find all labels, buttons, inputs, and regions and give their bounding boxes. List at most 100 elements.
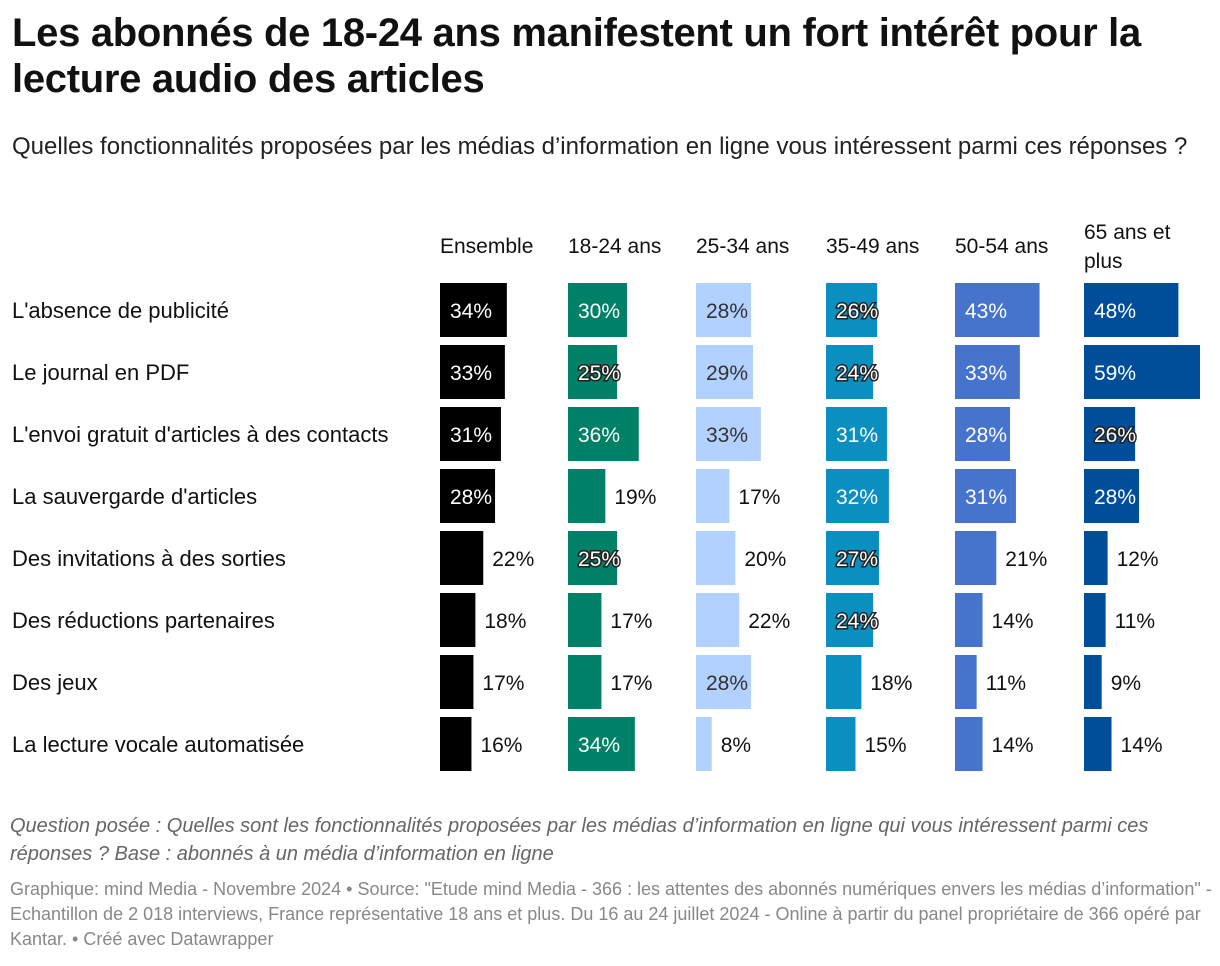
bar-value-label: 16% <box>480 734 522 757</box>
bar <box>696 469 730 523</box>
bar-value-label: 59% <box>1094 362 1136 385</box>
bar <box>440 717 472 771</box>
bar <box>440 283 507 337</box>
bar <box>1084 531 1108 585</box>
bar <box>568 407 639 461</box>
bar-value-label: 25% <box>578 362 620 385</box>
bar <box>568 531 618 585</box>
bar <box>826 531 880 585</box>
chart-title: Les abonnés de 18-24 ans manifestent un … <box>12 11 1141 101</box>
column-header: 50-54 ans <box>955 235 1048 258</box>
bar-value-label: 32% <box>836 486 878 509</box>
bar <box>440 655 474 709</box>
bar <box>826 717 856 771</box>
bar <box>826 655 862 709</box>
bar <box>696 655 752 709</box>
bar-value-label: 18% <box>484 610 526 633</box>
bar-value-label: 26% <box>1094 424 1136 447</box>
bar <box>696 717 712 771</box>
column-header: 25-34 ans <box>696 235 789 258</box>
bar-value-label: 48% <box>1094 300 1136 323</box>
bar-value-label: 22% <box>492 548 534 571</box>
bar <box>696 407 761 461</box>
bar-value-label: 33% <box>706 424 748 447</box>
bar-value-label: 24% <box>836 610 878 633</box>
bar <box>440 345 505 399</box>
bar-value-label: 34% <box>450 300 492 323</box>
bar <box>955 407 1011 461</box>
bar <box>1084 345 1200 399</box>
bar-chart: L'absence de publicité Le journal en PDF L… <box>12 221 1200 771</box>
bar <box>440 531 484 585</box>
bar <box>955 717 983 771</box>
bar-value-label: 28% <box>450 486 492 509</box>
bar <box>1084 407 1136 461</box>
bar <box>826 469 889 523</box>
bar-value-label: 28% <box>1094 486 1136 509</box>
bar-value-label: 31% <box>450 424 492 447</box>
bar-value-label: 15% <box>864 734 906 757</box>
bar <box>696 345 754 399</box>
bar-value-label: 17% <box>738 486 780 509</box>
row-label: Des invitations à des sorties <box>12 546 286 571</box>
bar-value-label: 14% <box>992 610 1034 633</box>
bar-value-label: 19% <box>614 486 656 509</box>
row-label: Le journal en PDF <box>12 360 189 385</box>
bar <box>568 469 606 523</box>
chart-notes: Question posée : Quelles sont les foncti… <box>10 815 1149 865</box>
bar-value-label: 17% <box>610 672 652 695</box>
column-header: Ensemble <box>440 235 533 258</box>
bar-value-label: 25% <box>578 548 620 571</box>
bar-value-label: 33% <box>450 362 492 385</box>
bar-value-label: 14% <box>1121 734 1163 757</box>
bar-value-label: 33% <box>965 362 1007 385</box>
row-label: La lecture vocale automatisée <box>12 732 304 757</box>
bar-value-label: 31% <box>965 486 1007 509</box>
bar <box>696 593 740 647</box>
bar-value-label: 18% <box>870 672 912 695</box>
bar <box>1084 593 1106 647</box>
bar <box>955 345 1020 399</box>
bar <box>568 283 627 337</box>
bar <box>568 345 618 399</box>
bar-value-label: 30% <box>578 300 620 323</box>
row-label: L'envoi gratuit d'articles à des contact… <box>12 422 389 447</box>
bar <box>440 593 476 647</box>
bar-value-label: 28% <box>706 672 748 695</box>
bar-value-label: 14% <box>992 734 1034 757</box>
bar <box>1084 469 1140 523</box>
bar-value-label: 28% <box>706 300 748 323</box>
bar <box>826 283 878 337</box>
column-header: 65 ans et plus <box>1084 221 1171 273</box>
bar <box>696 531 736 585</box>
bar <box>440 469 496 523</box>
bar <box>568 717 635 771</box>
bar-value-label: 34% <box>578 734 620 757</box>
bar-value-label: 9% <box>1111 672 1141 695</box>
bar <box>1084 717 1112 771</box>
bar <box>955 593 983 647</box>
bar-value-label: 28% <box>965 424 1007 447</box>
bar-value-label: 12% <box>1117 548 1159 571</box>
bar-value-label: 11% <box>1115 610 1155 633</box>
bar-value-label: 21% <box>1005 548 1047 571</box>
row-label: L'absence de publicité <box>12 298 229 323</box>
bar-value-label: 26% <box>836 300 878 323</box>
bar-value-label: 36% <box>578 424 620 447</box>
bar <box>826 407 887 461</box>
bar-value-label: 24% <box>836 362 878 385</box>
bar-value-label: 27% <box>836 548 878 571</box>
chart-footer: Graphique: mind Media - Novembre 2024 • … <box>10 879 1212 949</box>
bar-value-label: 29% <box>706 362 748 385</box>
bar-value-label: 11% <box>986 672 1026 695</box>
bar <box>568 593 602 647</box>
row-label: Des jeux <box>12 670 98 695</box>
column-header: 18-24 ans <box>568 235 661 258</box>
bar <box>826 593 874 647</box>
bar <box>955 469 1016 523</box>
bar <box>1084 283 1179 337</box>
bar-value-label: 20% <box>744 548 786 571</box>
bar-value-label: 31% <box>836 424 878 447</box>
bar-value-label: 43% <box>965 300 1007 323</box>
bar <box>440 407 501 461</box>
